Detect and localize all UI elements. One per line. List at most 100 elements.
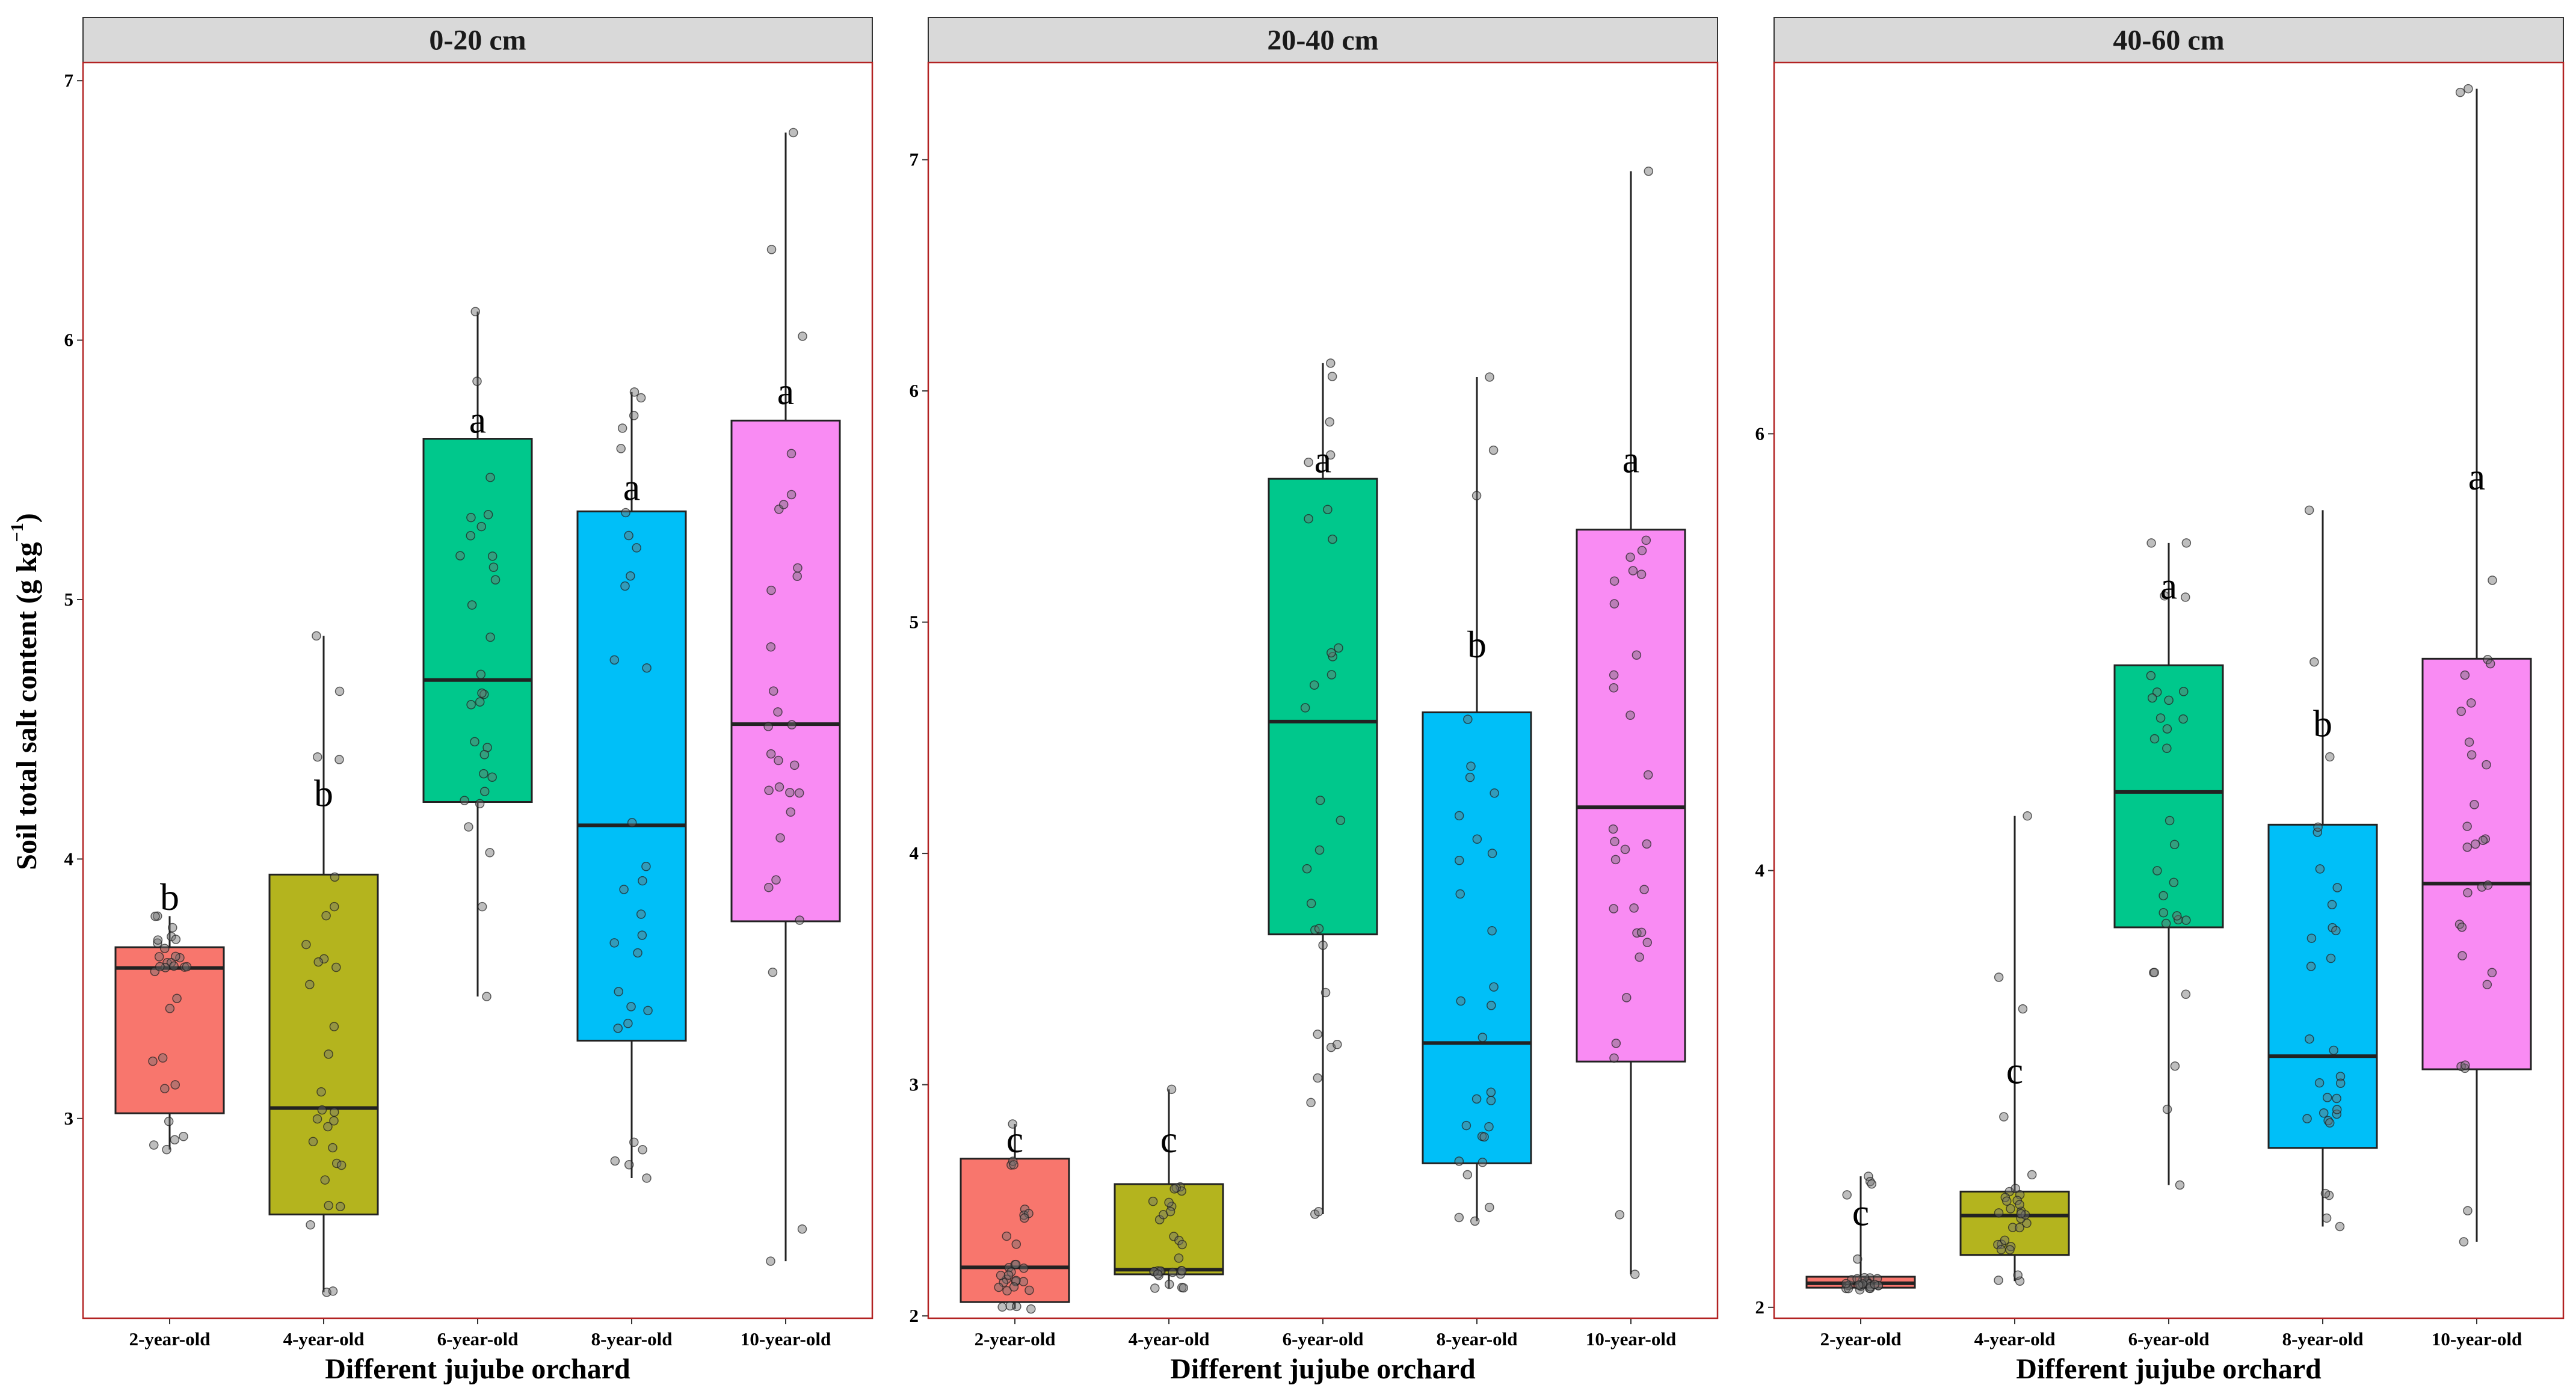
data-point — [1302, 864, 1312, 874]
data-point — [1872, 1274, 1882, 1284]
box-2-year-old: b — [114, 876, 225, 1155]
y-tick-label: 6 — [64, 330, 74, 351]
data-point — [313, 957, 323, 967]
data-point — [2314, 1078, 2325, 1088]
y-tick-label: 2 — [910, 1305, 919, 1326]
data-point — [2335, 1221, 2345, 1232]
data-point — [475, 697, 485, 707]
data-point — [1843, 1283, 1853, 1294]
data-point — [171, 935, 181, 944]
data-point — [1008, 1156, 1018, 1166]
y-axis-title-unit: (g kg — [11, 542, 43, 604]
data-point — [1625, 710, 1635, 720]
data-point — [2327, 900, 2337, 909]
data-point — [317, 1105, 327, 1115]
x-axis-title: Different jujube orchard — [1170, 1353, 1476, 1385]
box-4-year-old: c — [1114, 1084, 1224, 1293]
significance-letter: b — [314, 772, 333, 815]
data-point — [460, 796, 469, 805]
data-point — [1025, 1285, 1034, 1295]
data-point — [1306, 1098, 1316, 1108]
data-point — [1611, 1039, 1621, 1048]
data-point — [636, 393, 646, 403]
data-point — [2332, 883, 2342, 892]
x-tick-label: 8-year-old — [2282, 1328, 2364, 1350]
data-point — [2331, 926, 2341, 936]
data-point — [1328, 534, 1337, 544]
data-point — [167, 932, 176, 942]
data-point — [1622, 993, 1632, 1003]
data-point — [1644, 166, 1654, 176]
data-point — [1643, 770, 1653, 780]
significance-letter: a — [469, 398, 486, 441]
data-point — [308, 1137, 318, 1147]
data-point — [764, 882, 774, 892]
data-point — [1005, 1301, 1015, 1311]
data-point — [1002, 1231, 1012, 1241]
significance-letter: c — [2006, 1049, 2023, 1092]
data-point — [1164, 1197, 1174, 1208]
data-point — [609, 655, 620, 665]
data-point — [330, 872, 340, 882]
data-point — [312, 631, 321, 641]
data-point — [1996, 1245, 2006, 1254]
data-point — [798, 331, 807, 341]
box-rect — [2421, 657, 2532, 1070]
data-point — [774, 782, 784, 792]
significance-letter: b — [2313, 702, 2332, 745]
y-tick-label: 4 — [1755, 860, 1765, 881]
data-point — [642, 663, 652, 673]
data-point — [1486, 1096, 1496, 1105]
data-point — [479, 787, 490, 796]
data-point — [1485, 1202, 1494, 1212]
y-tick-label: 5 — [910, 612, 919, 633]
data-point — [2482, 760, 2491, 770]
data-point — [620, 581, 630, 591]
box-2-year-old: c — [1805, 1171, 1916, 1295]
data-point — [786, 449, 797, 459]
data-point — [182, 962, 192, 972]
data-point — [2158, 907, 2168, 918]
data-point — [171, 951, 180, 962]
data-point — [2462, 821, 2472, 831]
data-point — [996, 1270, 1006, 1280]
data-point — [329, 1022, 339, 1031]
data-point — [1026, 1304, 1036, 1314]
data-point — [624, 1160, 634, 1170]
data-point — [331, 962, 341, 972]
data-point — [1164, 1279, 1174, 1289]
data-point — [1471, 1094, 1482, 1104]
data-point — [1336, 815, 1346, 825]
box-rect — [114, 946, 225, 1114]
data-point — [642, 1173, 652, 1183]
data-point — [1334, 643, 1343, 653]
data-point — [626, 1002, 636, 1012]
data-point — [1009, 1282, 1019, 1292]
x-tick-label: 6-year-old — [2128, 1328, 2210, 1350]
data-point — [331, 1158, 342, 1168]
data-point — [329, 1116, 339, 1126]
data-point — [1165, 1206, 1176, 1217]
y-axis-title-space — [11, 604, 43, 611]
data-point — [2015, 1190, 2025, 1200]
box-rect — [1422, 711, 1532, 1164]
box-6-year-old: a — [2113, 538, 2224, 1190]
data-point — [2329, 1045, 2338, 1055]
box-rect — [422, 438, 533, 803]
data-point — [785, 788, 795, 797]
data-point — [1327, 372, 1337, 381]
data-point — [1479, 1132, 1489, 1142]
data-point — [153, 935, 163, 945]
data-point — [329, 1107, 339, 1117]
data-point — [623, 1019, 633, 1028]
data-point — [643, 1006, 653, 1016]
data-point — [2322, 1213, 2332, 1223]
data-point — [786, 490, 797, 500]
panel-1: 0-20 cm 3 4 5 6 7 b 2-year-old b 4-year-old a 6-yea… — [64, 17, 874, 1385]
box-10-year-old: a — [730, 127, 841, 1266]
data-point — [1011, 1239, 1021, 1249]
data-point — [1489, 982, 1499, 992]
data-point — [483, 510, 493, 520]
data-point — [1454, 855, 1464, 865]
data-point — [2302, 1114, 2312, 1123]
